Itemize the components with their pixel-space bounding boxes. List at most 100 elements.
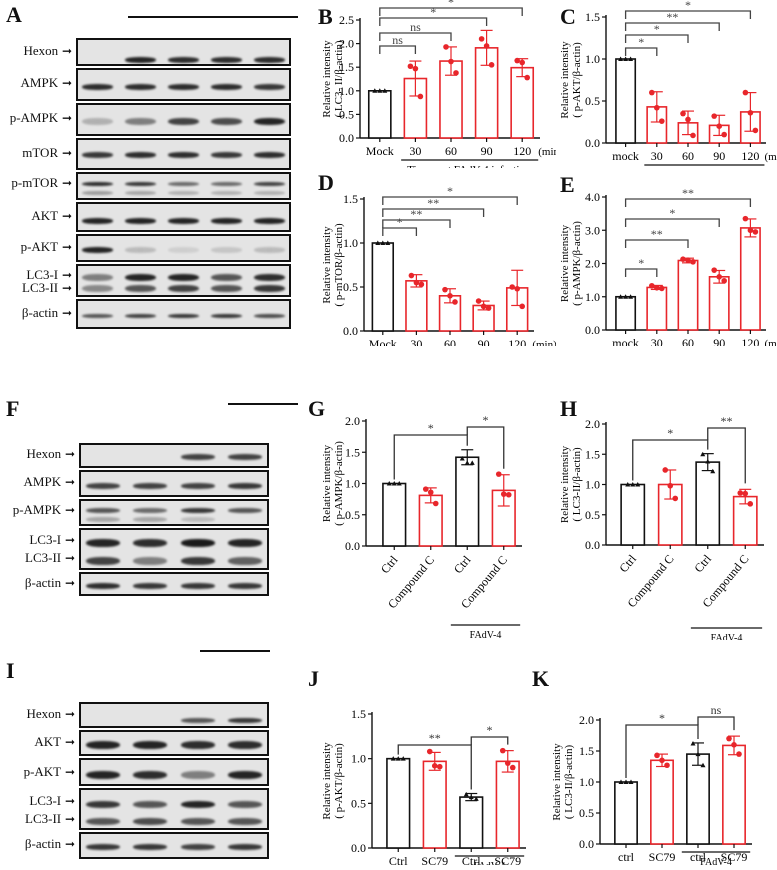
y-tick-label: 0.0 (345, 539, 360, 553)
blot-label-akt: AKT ➞ (34, 734, 75, 750)
protein-band (125, 191, 156, 195)
protein-band (180, 454, 215, 460)
protein-band (180, 516, 215, 522)
y-tick-label: 0.0 (343, 324, 358, 338)
blot-row-akt (79, 730, 269, 756)
svg-text:*: * (654, 22, 660, 36)
x-tick-label: 120 (508, 337, 526, 346)
chart-svg: Relative intensity( p-mTOR/β-actin) 0.0 0.… (321, 184, 557, 369)
panel-letter-K: K (532, 666, 550, 691)
data-point (680, 110, 686, 117)
x-tick-label: 120 (513, 144, 531, 158)
svg-text:**: ** (666, 10, 678, 24)
bar-mock-0 (615, 56, 637, 144)
significance-bracket: ** (624, 10, 720, 31)
protein-band (125, 84, 156, 90)
chart-svg: Relative intensity( LC3-II/β-actin) 0.0 0.… (551, 703, 752, 868)
data-point (495, 471, 502, 477)
panel-letter-I: I (6, 658, 15, 683)
bar-ctrl-2 (695, 451, 721, 546)
protein-band (82, 152, 113, 158)
arrow-right-icon: ➞ (61, 765, 75, 779)
blot-row-lc3-i (76, 264, 291, 297)
blot-label-mtor: mTOR ➞ (22, 145, 72, 161)
bar-ctrl-0 (620, 482, 646, 546)
blot-label-text: Hexon (23, 43, 59, 58)
data-point (716, 274, 722, 280)
bar-compound-c-1 (657, 467, 683, 546)
svg-text:*: * (638, 256, 644, 270)
protein-band (254, 218, 285, 224)
blot-row-hexon (79, 443, 269, 468)
data-point (391, 481, 397, 486)
protein-band (82, 84, 113, 90)
blot-label-text: LC3-II (25, 811, 62, 826)
y-axis-label: Relative intensity( LC3-II/β-actin) (551, 743, 575, 821)
data-point (659, 118, 665, 124)
y-tick-label: 0.0 (579, 837, 594, 851)
data-point (695, 751, 701, 757)
y-tick-label: 1.0 (579, 775, 594, 789)
blot-label-ampk: AMPK ➞ (21, 75, 72, 91)
blot-label-lc3-ii: LC3-II ➞ (25, 811, 75, 827)
y-tick-label: 0.5 (585, 508, 600, 522)
blot-label-p-ampk: p-AMPK ➞ (13, 502, 75, 518)
protein-band (168, 182, 199, 186)
protein-band (133, 844, 168, 850)
x-tick-label: SC79 (649, 850, 676, 864)
protein-band (180, 771, 215, 779)
svg-text:*: * (685, 0, 691, 12)
bar-120-4 (505, 269, 529, 332)
protein-band (85, 844, 120, 850)
bar-sc79-1 (422, 748, 447, 849)
significance-bracket: ** (707, 414, 746, 484)
data-point (372, 88, 378, 93)
data-point (628, 56, 634, 61)
protein-band (82, 284, 113, 292)
blot-row-beta-actin (79, 572, 269, 596)
protein-band (133, 771, 168, 779)
blot-label-text: p-AMPK (9, 110, 59, 125)
blot-label-text: AKT (31, 208, 59, 223)
blot-row-ampk (79, 470, 269, 497)
x-tick-label: 30 (410, 337, 422, 346)
protein-band (125, 117, 156, 125)
svg-text:ns: ns (711, 703, 722, 717)
significance-bracket: ns (697, 703, 735, 731)
protein-band (180, 800, 215, 808)
western-blot-panel-i: Hexon ➞ AKT ➞ p-AKT ➞ LC3-I ➞ LC3-II ➞ β-acti… (0, 620, 300, 865)
significance-bracket: * (624, 0, 752, 19)
data-point (752, 229, 759, 235)
bar-mock-0 (367, 88, 392, 139)
blot-label-p-akt: p-AKT ➞ (24, 764, 75, 780)
protein-band (168, 273, 199, 281)
y-tick-label: 0.0 (585, 136, 600, 150)
data-point (452, 299, 458, 305)
protein-band (82, 182, 113, 186)
protein-band (85, 539, 120, 547)
x-tick-label: Ctrl (389, 854, 408, 865)
y-tick-label: 1.0 (585, 290, 600, 304)
svg-text:**: ** (682, 186, 694, 200)
protein-band (211, 191, 242, 195)
arrow-right-icon: ➞ (61, 735, 75, 749)
y-tick-label: 0.5 (343, 280, 358, 294)
protein-band (133, 483, 168, 489)
arrow-right-icon: ➞ (61, 551, 75, 565)
protein-band (228, 800, 263, 808)
y-axis-label: Relative intensity( LC3- II/β-actin) (321, 40, 345, 118)
data-point (509, 764, 516, 771)
panel-letter-G: G (308, 396, 326, 421)
data-point (417, 93, 424, 100)
blot-row-p-mtor (76, 172, 291, 200)
protein-band (133, 741, 168, 749)
svg-text:*: * (667, 426, 673, 440)
x-tick-label: 90 (478, 337, 490, 346)
significance-bracket: ** (382, 196, 485, 217)
data-point (473, 796, 479, 801)
chart-svg: Relative intensity( p-AMPK/β-actin) 0.0 1.… (559, 186, 777, 368)
data-point (618, 779, 624, 784)
bar-60-2 (438, 286, 462, 332)
panel-letter-C: C (560, 4, 576, 29)
data-point (659, 757, 665, 764)
